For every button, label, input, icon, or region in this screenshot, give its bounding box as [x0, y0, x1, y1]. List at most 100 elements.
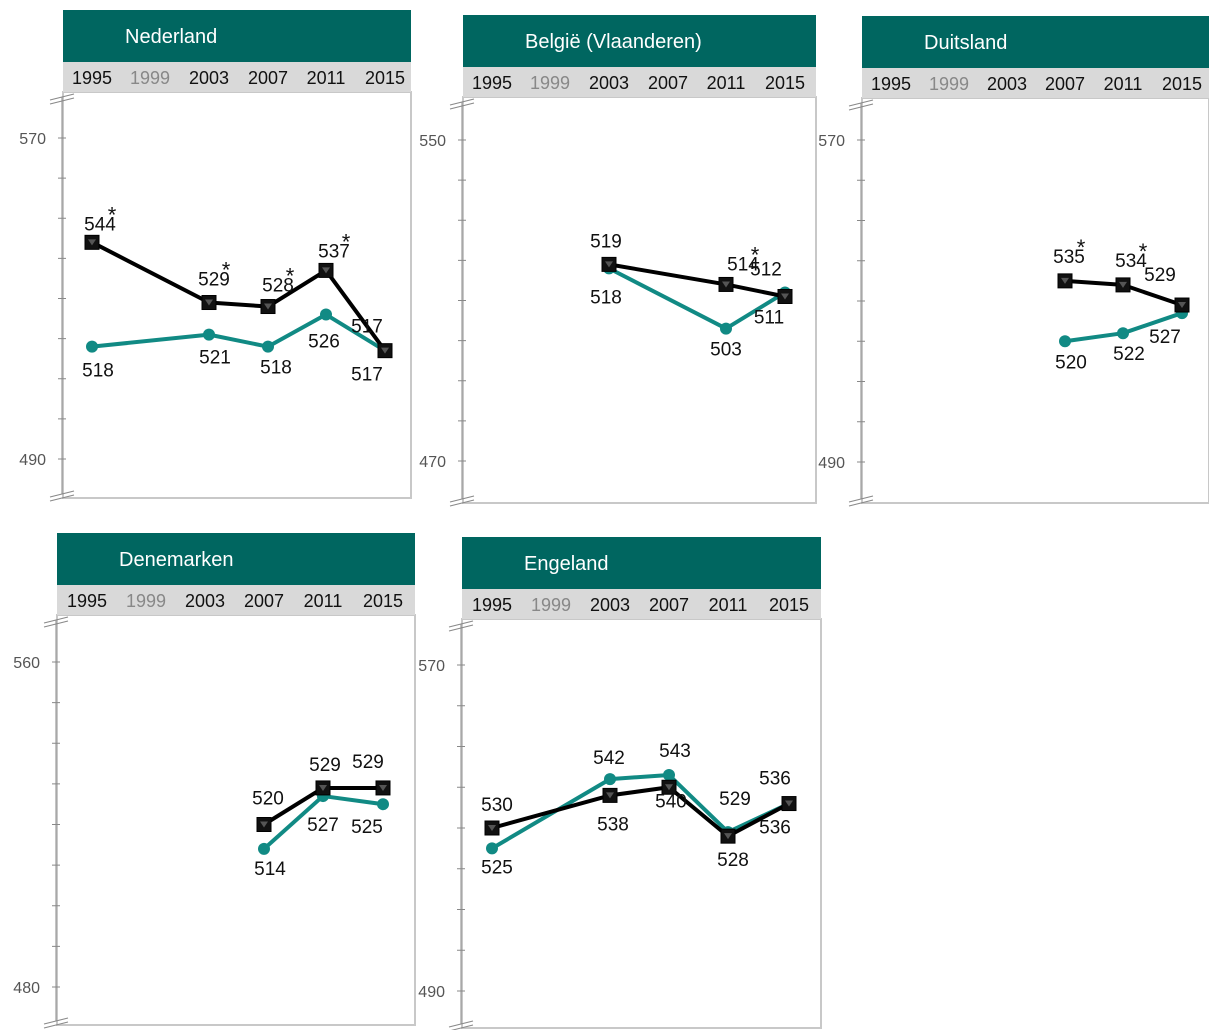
- year-label-2011: 2011: [307, 68, 346, 88]
- year-label-2011: 2011: [709, 595, 748, 615]
- black-data-label: 529: [309, 755, 341, 776]
- panel-header: [463, 15, 816, 67]
- panel-2: België (Vlaanderen) 1995 1999 2003 2007 2011 2…: [419, 15, 817, 507]
- year-label-1999: 1999: [929, 74, 969, 94]
- axis-break: [449, 495, 475, 503]
- significance-star: *: [222, 258, 231, 283]
- year-label-2003: 2003: [189, 68, 229, 88]
- year-label-1995: 1995: [67, 591, 107, 611]
- axis-break: [449, 98, 475, 106]
- black-data-label: 514: [727, 254, 759, 275]
- black-data-label: 537: [318, 241, 350, 262]
- panel-header: [57, 533, 415, 585]
- teal-data-label: 520: [1055, 352, 1087, 373]
- marker-glyph: [488, 825, 496, 831]
- y-tick-label: 490: [19, 452, 46, 469]
- panel-title: Engeland: [524, 553, 609, 575]
- axis-break: [448, 624, 474, 632]
- year-bar: [463, 67, 816, 97]
- panel-header: [63, 10, 411, 62]
- plot-frame: [461, 618, 822, 1029]
- axis-break: [448, 620, 474, 628]
- axis-break: [49, 93, 75, 101]
- marker-glyph: [260, 821, 268, 828]
- year-label-2015: 2015: [1162, 74, 1202, 94]
- year-label-2003: 2003: [590, 595, 630, 615]
- teal-series-point: [663, 769, 675, 782]
- significance-star: *: [751, 242, 760, 267]
- axis-break: [43, 1017, 69, 1025]
- panel-title: Duitsland: [924, 32, 1007, 54]
- marker-glyph: [785, 800, 793, 807]
- y-tick-label: 470: [419, 454, 446, 471]
- marker-glyph: [722, 281, 730, 288]
- axis-break: [449, 102, 475, 110]
- panel-1: Nederland 1995 1999 2003 2007 2011 2015 570 490 5…: [19, 10, 412, 502]
- teal-data-label: 527: [307, 815, 339, 836]
- marker-glyph: [1119, 281, 1127, 288]
- black-data-label: 517: [351, 317, 383, 338]
- teal-data-label: 527: [1149, 327, 1181, 348]
- marker-glyph: [605, 261, 613, 268]
- plot-frame: [62, 91, 412, 499]
- axis-break: [448, 1020, 474, 1028]
- significance-star: *: [1077, 235, 1086, 260]
- marker-glyph: [379, 784, 387, 791]
- panel-title: Nederland: [125, 26, 217, 48]
- teal-series-point: [203, 328, 215, 341]
- axis-break: [449, 499, 475, 507]
- black-data-label: 535: [1053, 247, 1085, 268]
- teal-series-point: [258, 842, 270, 855]
- year-label-2015: 2015: [765, 73, 805, 93]
- axis-break: [49, 490, 75, 498]
- year-label-1995: 1995: [72, 68, 112, 88]
- black-data-label: 529: [1144, 265, 1176, 286]
- year-label-1999: 1999: [530, 73, 570, 93]
- teal-series-point: [1117, 327, 1129, 340]
- axis-break: [43, 616, 69, 624]
- teal-series-point: [320, 308, 332, 321]
- y-tick-label: 570: [818, 133, 845, 150]
- year-label-2015: 2015: [365, 68, 405, 88]
- teal-series-point: [262, 340, 274, 353]
- y-tick-label: 490: [418, 984, 445, 1001]
- panel-4: Denemarken 1995 1999 2003 2007 2011 2015 560 480…: [13, 533, 416, 1029]
- year-label-2007: 2007: [649, 595, 689, 615]
- plot-frame: [56, 614, 416, 1026]
- black-data-label: 529: [352, 752, 384, 773]
- axis-break: [848, 99, 874, 107]
- year-label-2007: 2007: [248, 68, 288, 88]
- panel-5: Engeland 1995 1999 2003 2007 2011 2015 570 490 53…: [418, 537, 822, 1030]
- teal-series-point: [86, 340, 98, 353]
- teal-series-point: [377, 798, 389, 811]
- teal-data-label: 529: [719, 789, 751, 810]
- teal-data-label: 536: [759, 769, 791, 790]
- marker-glyph: [319, 784, 327, 791]
- y-tick-label: 480: [13, 980, 40, 997]
- year-label-1995: 1995: [472, 73, 512, 93]
- year-label-1995: 1995: [871, 74, 911, 94]
- plot-frame: [861, 97, 1209, 504]
- panel-title: België (Vlaanderen): [525, 31, 702, 53]
- teal-data-label: 542: [593, 748, 625, 769]
- year-label-2007: 2007: [244, 591, 284, 611]
- y-tick-label: 550: [419, 133, 446, 150]
- year-label-1999: 1999: [531, 595, 571, 615]
- teal-data-label: 517: [351, 365, 383, 386]
- year-label-2003: 2003: [185, 591, 225, 611]
- axis-break: [49, 97, 75, 105]
- year-label-1999: 1999: [130, 68, 170, 88]
- y-tick-label: 490: [818, 455, 845, 472]
- teal-data-label: 512: [750, 259, 782, 280]
- year-label-2003: 2003: [589, 73, 629, 93]
- year-label-2007: 2007: [1045, 74, 1085, 94]
- year-label-2011: 2011: [1104, 74, 1143, 94]
- teal-data-label: 518: [260, 358, 292, 379]
- marker-glyph: [781, 293, 789, 300]
- year-label-2007: 2007: [648, 73, 688, 93]
- black-data-label: 529: [198, 270, 230, 291]
- teal-data-label: 518: [82, 361, 114, 382]
- year-bar: [63, 62, 411, 92]
- panel-header: [862, 16, 1209, 68]
- year-bar: [57, 585, 415, 615]
